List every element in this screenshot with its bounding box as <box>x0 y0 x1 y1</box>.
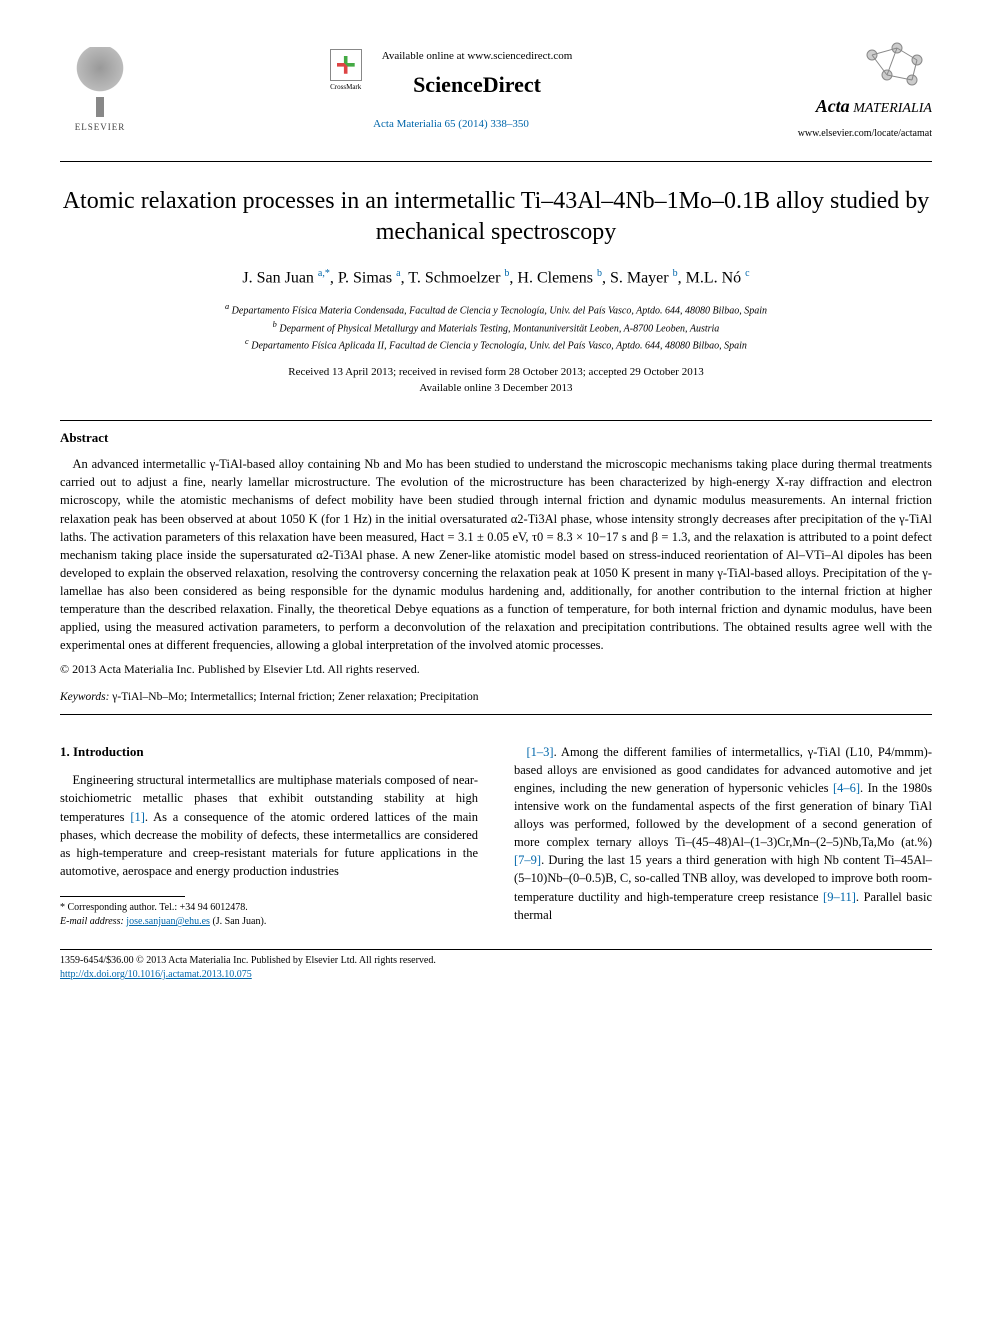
journal-url[interactable]: www.elsevier.com/locate/actamat <box>762 127 932 141</box>
author-affiliation-marker: c <box>745 268 749 279</box>
footer: 1359-6454/$36.00 © 2013 Acta Materialia … <box>60 954 932 982</box>
citation-link[interactable]: [7–9] <box>514 853 541 867</box>
author-name[interactable]: H. Clemens <box>517 269 593 286</box>
keywords: Keywords: γ-TiAl–Nb–Mo; Intermetallics; … <box>60 689 932 705</box>
author-affiliation-marker: b <box>673 268 678 279</box>
footer-copyright: 1359-6454/$36.00 © 2013 Acta Materialia … <box>60 954 932 968</box>
author-name[interactable]: P. Simas <box>338 269 392 286</box>
dates-line1: Received 13 April 2013; received in revi… <box>60 365 932 380</box>
email-name: (J. San Juan). <box>212 916 266 927</box>
page-container: ELSEVIER CrossMark Available online at w… <box>0 0 992 1022</box>
footnote-divider <box>60 896 185 897</box>
author-name[interactable]: T. Schmoelzer <box>408 269 500 286</box>
sciencedirect-logo[interactable]: ScienceDirect <box>382 70 573 101</box>
corr-author-email-line: E-mail address: jose.sanjuan@ehu.es (J. … <box>60 915 478 929</box>
author-affiliation-marker: b <box>504 268 509 279</box>
crossmark-label: CrossMark <box>330 83 361 93</box>
intro-paragraph-right: [1–3]. Among the different families of i… <box>514 743 932 924</box>
journal-logo[interactable]: Acta MATERIALIA www.elsevier.com/locate/… <box>762 40 932 141</box>
author-affiliation-marker: a <box>396 268 400 279</box>
center-header: CrossMark Available online at www.scienc… <box>140 49 762 133</box>
author-name[interactable]: S. Mayer <box>610 269 669 286</box>
intro-paragraph-left: Engineering structural intermetallics ar… <box>60 771 478 880</box>
copyright-text: © 2013 Acta Materialia Inc. Published by… <box>60 661 932 678</box>
author-name[interactable]: M.L. Nó <box>686 269 742 286</box>
affiliation-line: a Departamento Física Materia Condensada… <box>60 301 932 318</box>
corr-author-tel: * Corresponding author. Tel.: +34 94 601… <box>60 901 478 915</box>
corresponding-author-footnote: * Corresponding author. Tel.: +34 94 601… <box>60 901 478 929</box>
authors-list: J. San Juan a,*, P. Simas a, T. Schmoelz… <box>60 267 932 290</box>
author-name[interactable]: J. San Juan <box>242 269 314 286</box>
keywords-label: Keywords: <box>60 691 109 703</box>
abstract-text: An advanced intermetallic γ-TiAl-based a… <box>60 455 932 654</box>
crossmark-icon <box>330 49 362 81</box>
header-row: ELSEVIER CrossMark Available online at w… <box>60 40 932 141</box>
affiliations-list: a Departamento Física Materia Condensada… <box>60 301 932 353</box>
affiliation-line: b Deparment of Physical Metallurgy and M… <box>60 319 932 336</box>
right-column: [1–3]. Among the different families of i… <box>514 743 932 930</box>
body-columns: 1. Introduction Engineering structural i… <box>60 743 932 930</box>
author-affiliation-marker: b <box>597 268 602 279</box>
footer-divider <box>60 949 932 950</box>
publisher-name: ELSEVIER <box>75 121 126 134</box>
journal-name-prefix: Acta <box>816 96 850 116</box>
author-affiliation-marker: a,* <box>318 268 330 279</box>
journal-name-main: MATERIALIA <box>853 101 932 116</box>
abstract-heading: Abstract <box>60 429 932 447</box>
keywords-text: γ-TiAl–Nb–Mo; Intermetallics; Internal f… <box>112 691 478 703</box>
abstract-top-divider <box>60 420 932 421</box>
email-label: E-mail address: <box>60 916 124 927</box>
left-column: 1. Introduction Engineering structural i… <box>60 743 478 930</box>
article-title: Atomic relaxation processes in an interm… <box>60 186 932 248</box>
citation-link[interactable]: [1] <box>130 810 145 824</box>
intro-heading: 1. Introduction <box>60 743 478 762</box>
citation-link[interactable]: [9–11] <box>823 890 856 904</box>
elsevier-logo[interactable]: ELSEVIER <box>60 47 140 134</box>
crossmark-badge[interactable]: CrossMark <box>330 49 362 93</box>
citation-link[interactable]: [4–6] <box>833 781 860 795</box>
email-link[interactable]: jose.sanjuan@ehu.es <box>126 916 210 927</box>
journal-name: Acta MATERIALIA <box>762 94 932 119</box>
elsevier-tree-icon <box>70 47 130 117</box>
available-online-text: Available online at www.sciencedirect.co… <box>382 49 573 64</box>
doi-link[interactable]: http://dx.doi.org/10.1016/j.actamat.2013… <box>60 969 252 980</box>
affiliation-line: c Departamento Física Aplicada II, Facul… <box>60 336 932 353</box>
article-dates: Received 13 April 2013; received in revi… <box>60 365 932 396</box>
journal-reference[interactable]: Acta Materialia 65 (2014) 338–350 <box>160 117 742 132</box>
acta-graphic-icon <box>862 40 932 90</box>
abstract-bottom-divider <box>60 714 932 715</box>
dates-line2: Available online 3 December 2013 <box>60 381 932 396</box>
header-divider <box>60 161 932 162</box>
citation-link[interactable]: [1–3] <box>527 745 554 759</box>
